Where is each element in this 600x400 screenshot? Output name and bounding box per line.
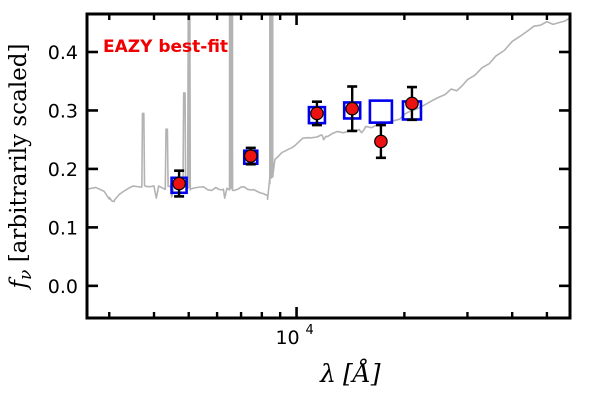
observed-photometry-point [310, 106, 324, 121]
axes-frame [85, 12, 572, 320]
eazy-template-spectrum-group [86, 13, 571, 203]
y-axis-title-f: f [6, 276, 32, 290]
model-photometry-square [368, 99, 394, 124]
y-axis-tick-labels: 0.0 0.1 0.2 0.3 0.4 [48, 42, 78, 298]
axes-group [85, 12, 572, 320]
y-tick-label: 0.0 [48, 276, 78, 298]
y-tick-label: 0.1 [48, 217, 78, 239]
y-axis-title-nu: ν [16, 270, 36, 280]
y-tick-label: 0.2 [48, 159, 78, 181]
emission-lines-group [187, 14, 274, 189]
x-tick-exponent: 4 [306, 323, 314, 338]
y-axis-ticks [87, 50, 570, 288]
y-axis-title-text: fν [arbitrarily scaled] [6, 44, 36, 291]
observed-photometry-point [374, 134, 388, 149]
y-tick-label: 0.3 [48, 100, 78, 122]
x-axis-title: λ [Å] [319, 358, 381, 388]
y-axis-title-unit: [arbitrarily scaled] [6, 44, 32, 270]
observed-photometry-point [345, 101, 359, 116]
observed-photometry-group [172, 85, 419, 198]
y-tick-label: 0.4 [48, 42, 78, 64]
eazy-template-spectrum [86, 13, 571, 203]
x-axis-tick-label-10e4: 10 4 [275, 323, 313, 349]
x-axis-ticks [108, 14, 549, 318]
x-axis-title-unit: [Å] [343, 358, 381, 388]
eazy-best-fit-annotation: EAZY best-fit [103, 37, 228, 57]
plot-background [87, 14, 570, 318]
observed-photometry-point [243, 149, 258, 163]
x-axis-title-lambda: λ [319, 359, 336, 388]
y-axis-title: fν [arbitrarily scaled] [6, 44, 36, 291]
observed-photometry-point [405, 96, 419, 111]
x-tick-mantissa: 10 [275, 327, 299, 349]
observed-photometry-point [172, 176, 186, 191]
